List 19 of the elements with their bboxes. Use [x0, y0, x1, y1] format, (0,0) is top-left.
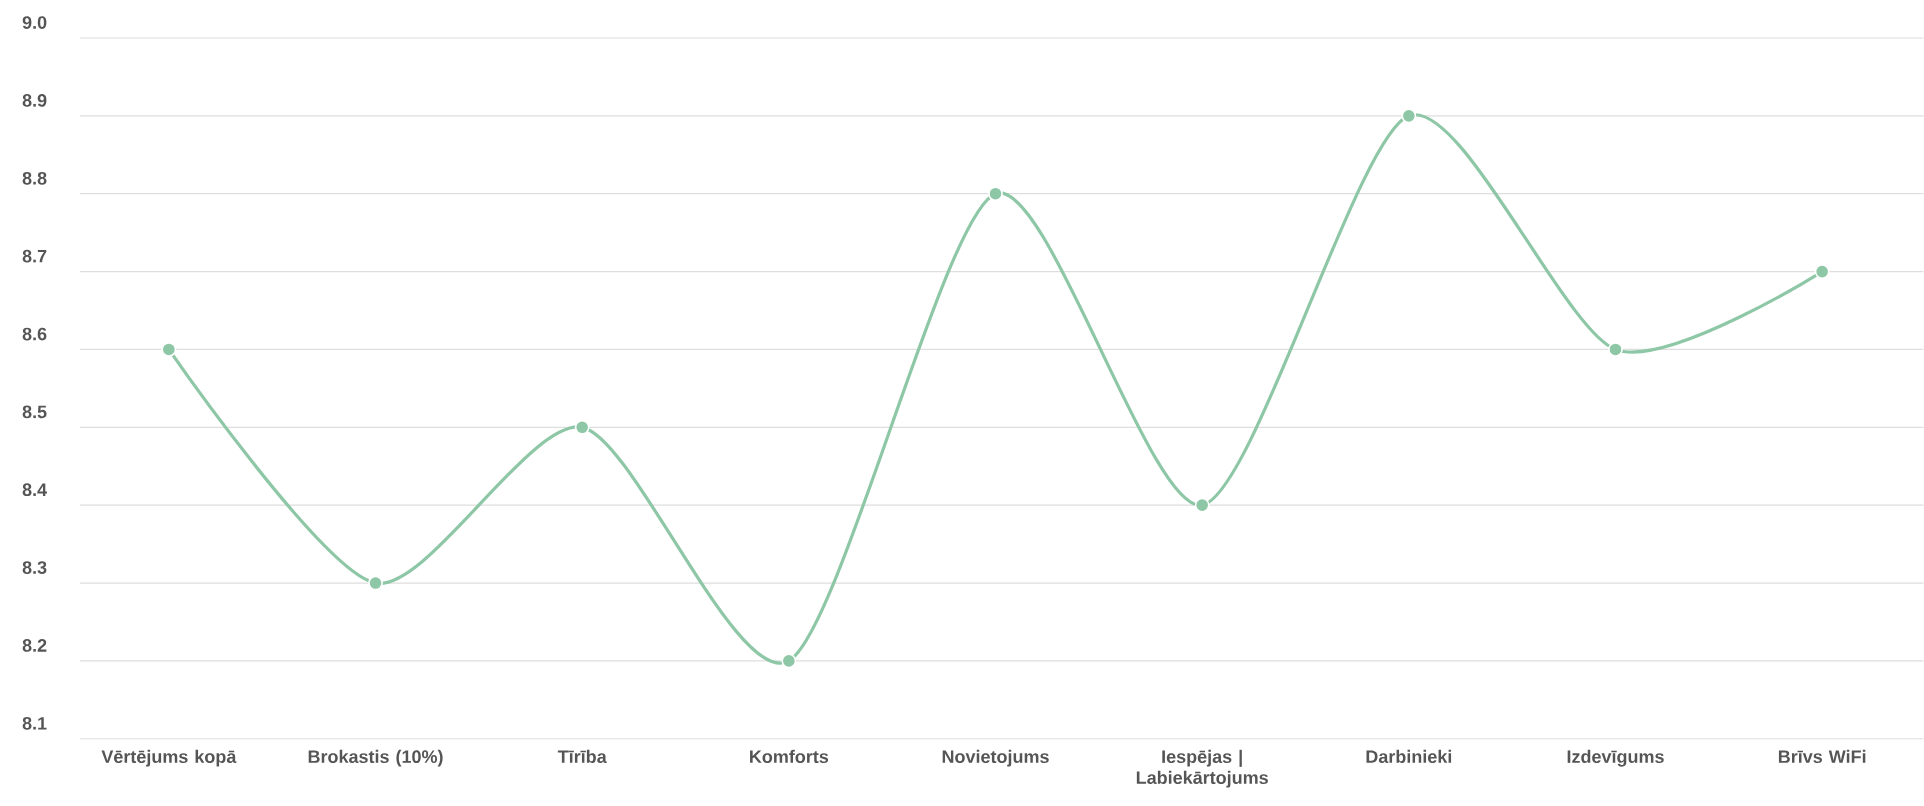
- x-tick-label: Vērtējums kopā: [101, 749, 237, 767]
- y-tick-label: 8.7: [22, 249, 47, 263]
- y-tick-label: 8.4: [22, 483, 47, 497]
- y-tick-label: 8.8: [22, 172, 47, 185]
- y-tick-label: 8.5: [22, 405, 47, 419]
- x-tick-label: Darbinieki: [1366, 749, 1452, 764]
- x-tick-label: Izdevīgums: [1567, 749, 1664, 767]
- x-tick-label: Brīvs WiFi: [1778, 749, 1866, 764]
- x-tick-label: Komforts: [750, 749, 829, 764]
- y-tick-label: 8.9: [22, 94, 47, 107]
- x-tick-label: Iespējas | Labiekārtojums: [1136, 749, 1268, 788]
- y-tick-label: 8.1: [22, 717, 47, 730]
- y-tick-label: 8.6: [22, 327, 47, 341]
- x-tick-label: Tīrība: [557, 749, 607, 764]
- x-tick-label: Novietojums: [942, 749, 1049, 767]
- y-tick-label: 8.2: [22, 639, 47, 652]
- y-tick-label: 9.0: [22, 16, 47, 30]
- y-tick-label: 8.3: [22, 561, 47, 575]
- x-tick-label: Brokastis (10%): [308, 749, 443, 767]
